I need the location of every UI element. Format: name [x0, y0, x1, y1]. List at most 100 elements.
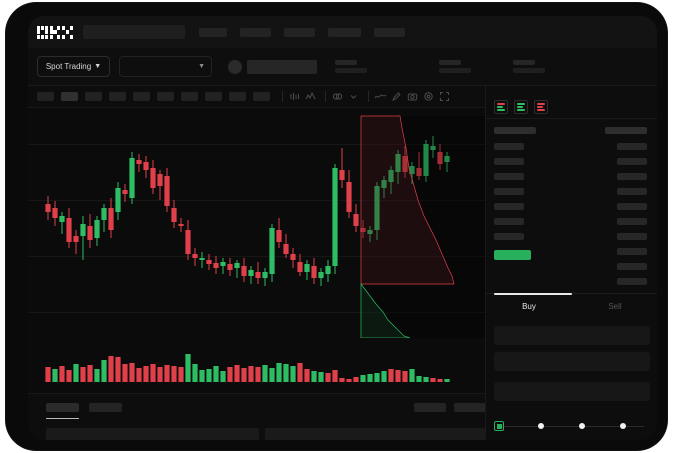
order-book-bid-row[interactable]	[617, 278, 647, 285]
order-book-bid-row[interactable]	[617, 158, 647, 165]
candle-body	[66, 218, 72, 242]
drawing-pencil-icon[interactable]	[390, 90, 403, 103]
order-book-ask-row[interactable]	[494, 218, 524, 225]
mode-bar	[497, 109, 505, 111]
candle-body	[269, 228, 275, 274]
nav-item-buy-crypto[interactable]	[199, 27, 227, 37]
volume-bar	[80, 367, 86, 382]
volume-bar	[444, 379, 450, 382]
spot-trading-dropdown[interactable]: Spot Trading ▼	[37, 56, 110, 77]
candle-body	[199, 258, 205, 260]
timeframe-button-0[interactable]	[37, 92, 54, 101]
volume-histogram[interactable]	[28, 338, 485, 393]
order-book-asks-mode[interactable]	[534, 100, 548, 114]
timeframe-button-3[interactable]	[109, 92, 126, 101]
market-stat-label	[439, 60, 461, 65]
timeframe-button-6[interactable]	[181, 92, 198, 101]
nav-item-markets[interactable]	[240, 27, 271, 37]
order-book-ask-row[interactable]	[494, 233, 524, 240]
mode-bar	[517, 106, 523, 108]
indicators-icon[interactable]	[304, 90, 317, 103]
order-book-ask-row[interactable]	[494, 173, 524, 180]
order-book-bid-row[interactable]	[617, 188, 647, 195]
order-book-bid-row[interactable]	[617, 173, 647, 180]
order-book-ask-row[interactable]	[494, 203, 524, 210]
order-book-both-mode[interactable]	[494, 100, 508, 114]
volume-bar	[290, 366, 296, 382]
nav-item-earn[interactable]	[328, 27, 361, 37]
candle-body	[164, 176, 170, 206]
timeframe-button-4[interactable]	[133, 92, 150, 101]
candle-body	[444, 156, 450, 162]
line-chart-icon[interactable]	[374, 90, 387, 103]
order-book-ask-row[interactable]	[494, 143, 524, 150]
order-book-bid-row[interactable]	[617, 218, 647, 225]
candlestick-chart[interactable]	[28, 108, 485, 338]
bottom-action-0[interactable]	[414, 403, 446, 412]
order-book-bid-row[interactable]	[617, 263, 647, 270]
tab-buy[interactable]: Buy	[522, 301, 536, 311]
bottom-tab-order-history[interactable]	[89, 403, 122, 412]
step-dot-2[interactable]	[538, 423, 544, 429]
amount-field[interactable]	[494, 382, 650, 401]
mode-bar	[517, 103, 525, 105]
volume-bar	[206, 369, 212, 382]
candle-body	[381, 180, 387, 188]
timeframe-button-7[interactable]	[205, 92, 222, 101]
volume-bar	[374, 373, 380, 382]
volume-bar	[367, 374, 373, 382]
order-book-bid-row[interactable]	[617, 233, 647, 240]
timeframe-button-5[interactable]	[157, 92, 174, 101]
volume-bar	[353, 377, 359, 382]
volume-bar	[185, 354, 191, 382]
compare-icon[interactable]	[331, 90, 344, 103]
market-stat-value	[335, 68, 367, 73]
pair-name-label	[247, 59, 317, 74]
bottom-tab-open-orders[interactable]	[46, 403, 79, 412]
timeframe-button-2[interactable]	[85, 92, 102, 101]
volume-bar	[66, 370, 72, 382]
volume-bar	[255, 367, 261, 382]
camera-icon[interactable]	[406, 90, 419, 103]
volume-bar	[59, 366, 65, 382]
timeframe-button-1[interactable]	[61, 92, 78, 101]
nav-item-trade[interactable]	[284, 27, 315, 37]
chevron-down-icon: ▼	[94, 63, 102, 70]
step-dot-4[interactable]	[620, 423, 626, 429]
candlestick-chart-icon[interactable]	[288, 90, 301, 103]
volume-bar	[108, 356, 114, 382]
coin-avatar	[228, 59, 242, 74]
settings-gear-icon[interactable]	[422, 90, 435, 103]
order-book-highlight-row[interactable]	[494, 250, 531, 260]
order-book-bid-row[interactable]	[617, 143, 647, 150]
volume-bar	[437, 379, 443, 382]
check-box-icon[interactable]	[494, 421, 504, 431]
volume-bar	[416, 376, 422, 382]
order-book-ask-row[interactable]	[494, 158, 524, 165]
candle-body	[255, 272, 261, 278]
chevron-down-icon[interactable]	[347, 90, 360, 103]
spot-trading-label: Spot Trading	[45, 62, 92, 71]
okx-logo-icon[interactable]	[37, 25, 73, 39]
trading-pair-dropdown[interactable]: ▼	[119, 56, 212, 77]
fullscreen-icon[interactable]	[438, 90, 451, 103]
order-book-header-price[interactable]	[494, 127, 536, 134]
timeframe-button-9[interactable]	[253, 92, 270, 101]
order-book-header-amount[interactable]	[605, 127, 647, 134]
order-book-bid-row[interactable]	[617, 248, 647, 255]
market-stat-label	[513, 60, 535, 65]
order-book-ask-row[interactable]	[494, 188, 524, 195]
search-input[interactable]	[83, 25, 185, 39]
order-type-field[interactable]	[494, 326, 650, 345]
step-dot-3[interactable]	[579, 423, 585, 429]
order-book-bid-row[interactable]	[617, 203, 647, 210]
bottom-action-1[interactable]	[454, 403, 486, 412]
tab-sell[interactable]: Sell	[608, 301, 622, 311]
bottom-tab-active-underline	[46, 418, 79, 419]
nav-item-more[interactable]	[374, 27, 405, 37]
order-book-bids-mode[interactable]	[514, 100, 528, 114]
price-field[interactable]	[494, 352, 650, 371]
timeframe-button-8[interactable]	[229, 92, 246, 101]
market-stat-1	[439, 60, 471, 73]
candle-body	[360, 228, 366, 232]
